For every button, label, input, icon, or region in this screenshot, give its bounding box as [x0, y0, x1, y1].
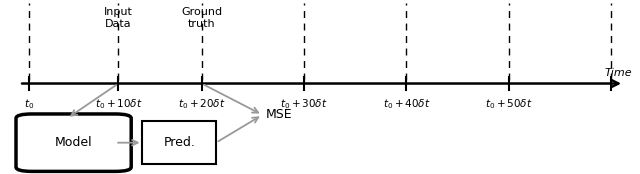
Text: $t_0+30\delta t$: $t_0+30\delta t$ — [280, 97, 328, 111]
Text: $t_0+10\delta t$: $t_0+10\delta t$ — [95, 97, 142, 111]
Text: Pred.: Pred. — [163, 136, 195, 149]
Text: Input
Data: Input Data — [104, 7, 133, 29]
FancyBboxPatch shape — [16, 114, 131, 171]
Text: $t_0+20\delta t$: $t_0+20\delta t$ — [178, 97, 225, 111]
Text: $t_0+50\delta t$: $t_0+50\delta t$ — [485, 97, 532, 111]
Text: $t_0+40\delta t$: $t_0+40\delta t$ — [383, 97, 430, 111]
Text: MSE: MSE — [266, 108, 292, 121]
Text: Model: Model — [55, 136, 92, 149]
Text: $t_0$: $t_0$ — [24, 97, 34, 111]
Text: Time: Time — [605, 68, 632, 78]
Bar — [143, 121, 216, 164]
Text: Ground
truth: Ground truth — [181, 7, 222, 29]
